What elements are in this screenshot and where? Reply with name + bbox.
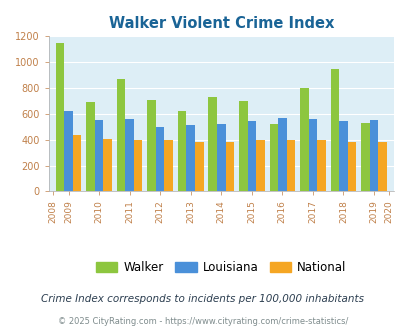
Bar bbox=[247, 121, 256, 191]
Bar bbox=[216, 124, 225, 191]
Bar bbox=[186, 125, 194, 191]
Bar bbox=[194, 142, 203, 191]
Bar bbox=[225, 142, 234, 191]
Bar bbox=[347, 142, 355, 191]
Bar bbox=[256, 140, 264, 191]
Bar bbox=[369, 120, 377, 191]
Bar bbox=[64, 111, 72, 191]
Bar bbox=[286, 140, 294, 191]
Title: Walker Violent Crime Index: Walker Violent Crime Index bbox=[108, 16, 333, 31]
Bar bbox=[164, 140, 173, 191]
Bar bbox=[299, 88, 308, 191]
Bar bbox=[95, 120, 103, 191]
Bar bbox=[338, 121, 347, 191]
Bar bbox=[239, 101, 247, 191]
Text: © 2025 CityRating.com - https://www.cityrating.com/crime-statistics/: © 2025 CityRating.com - https://www.city… bbox=[58, 317, 347, 326]
Bar bbox=[269, 124, 277, 191]
Bar bbox=[316, 140, 325, 191]
Bar bbox=[134, 140, 142, 191]
Bar bbox=[277, 118, 286, 191]
Bar bbox=[72, 135, 81, 191]
Bar bbox=[103, 139, 112, 191]
Bar bbox=[147, 100, 156, 191]
Bar bbox=[55, 43, 64, 191]
Bar bbox=[177, 111, 186, 191]
Legend: Walker, Louisiana, National: Walker, Louisiana, National bbox=[91, 256, 350, 279]
Bar bbox=[377, 142, 386, 191]
Bar bbox=[117, 79, 125, 191]
Bar bbox=[125, 119, 134, 191]
Bar bbox=[86, 102, 95, 191]
Bar bbox=[330, 69, 338, 191]
Bar bbox=[156, 127, 164, 191]
Text: Crime Index corresponds to incidents per 100,000 inhabitants: Crime Index corresponds to incidents per… bbox=[41, 294, 364, 304]
Bar bbox=[208, 97, 216, 191]
Bar bbox=[360, 123, 369, 191]
Bar bbox=[308, 119, 316, 191]
